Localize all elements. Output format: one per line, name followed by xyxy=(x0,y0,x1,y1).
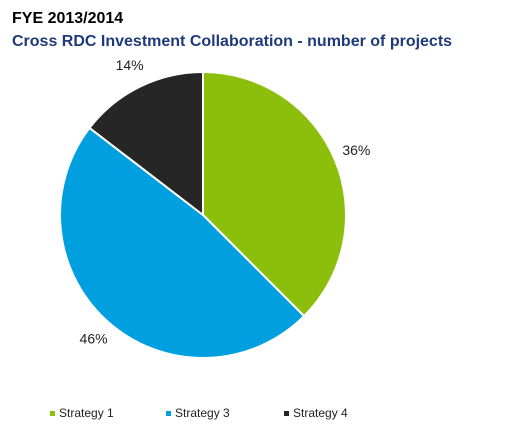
legend-swatch xyxy=(166,411,171,416)
data-label: 36% xyxy=(342,142,370,158)
data-label: 14% xyxy=(116,57,144,73)
pie-slice xyxy=(202,70,347,318)
legend-label: Strategy 3 xyxy=(175,406,230,420)
legend-label: Strategy 4 xyxy=(293,406,348,420)
legend-swatch xyxy=(50,411,55,416)
legend-label: Strategy 1 xyxy=(59,406,114,420)
chart-subtitle: Cross RDC Investment Collaboration - num… xyxy=(12,33,452,50)
pie-slice xyxy=(59,126,306,359)
legend-swatch xyxy=(284,411,289,416)
chart-title: FYE 2013/2014 xyxy=(12,10,123,27)
pie-slice xyxy=(88,70,204,218)
data-label: 46% xyxy=(80,331,108,347)
